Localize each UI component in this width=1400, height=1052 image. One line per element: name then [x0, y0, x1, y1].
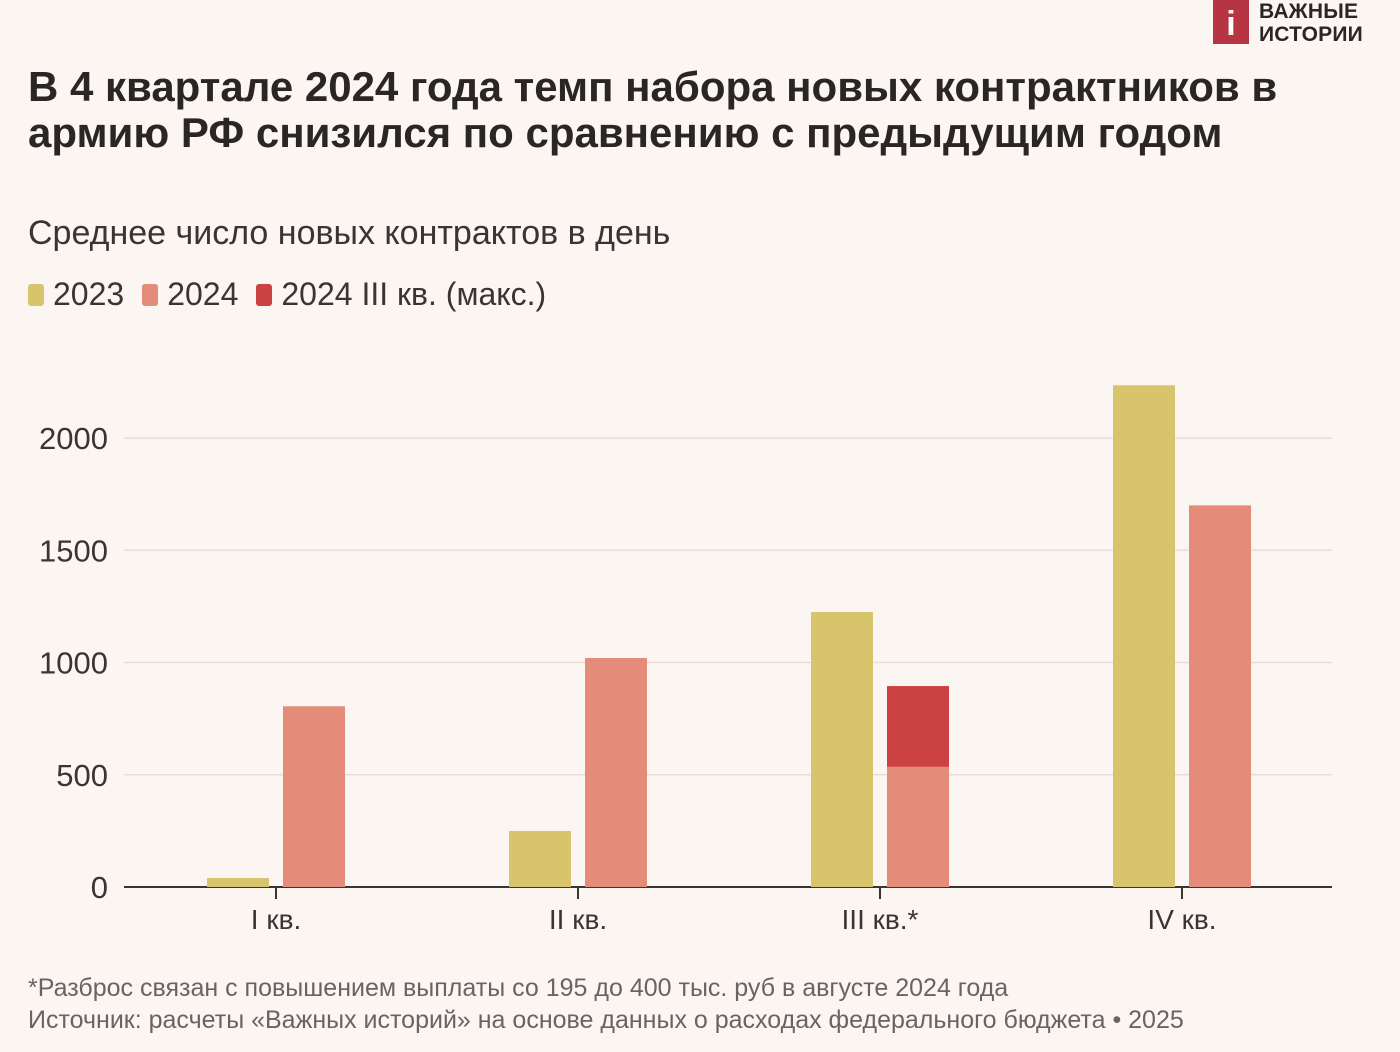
bar-2024-q1	[283, 706, 345, 887]
chart-subtitle: Среднее число новых контрактов в день	[28, 214, 671, 252]
logo-text-line2: ИСТОРИИ	[1259, 23, 1363, 46]
bar-2023-q4	[1113, 385, 1175, 887]
legend-swatch-2024-max	[256, 283, 273, 306]
bar-2024-max-q3	[887, 686, 949, 767]
footnote-source: Источник: расчеты «Важных историй» на ос…	[28, 1006, 1184, 1034]
footnote-note: *Разброс связан с повышением выплаты со …	[28, 974, 1009, 1002]
logo-text: ВАЖНЫЕ ИСТОРИИ	[1259, 0, 1363, 46]
legend-item-2023: 2023	[28, 276, 124, 313]
x-tick-label-2: II кв.	[549, 904, 607, 935]
y-tick-label-1500: 1500	[39, 533, 108, 568]
x-tick-label-4: IV кв.	[1147, 904, 1216, 935]
x-tick-label-3: III кв.*	[842, 904, 919, 935]
y-tick-label-2000: 2000	[39, 421, 108, 456]
bar-2024-q4	[1189, 505, 1251, 887]
bar-2023-q1	[207, 878, 269, 887]
chart-title: В 4 квартале 2024 года темп набора новых…	[28, 63, 1278, 156]
legend: 2023 2024 2024 III кв. (макс.)	[28, 276, 564, 313]
bar-2024-q2	[585, 658, 647, 887]
legend-swatch-2024	[142, 283, 159, 306]
legend-label-2024-max: 2024 III кв. (макс.)	[281, 276, 547, 312]
brand-logo: i ВАЖНЫЕ ИСТОРИИ	[1213, 0, 1393, 48]
legend-item-2024: 2024	[142, 276, 238, 313]
bar-2023-q2	[509, 830, 571, 887]
y-tick-label-1000: 1000	[39, 646, 108, 681]
bar-2024-q3	[887, 766, 949, 887]
logo-text-line1: ВАЖНЫЕ	[1259, 0, 1359, 23]
bar-2023-q3	[811, 611, 873, 887]
footnote: *Разброс связан с повышением выплаты со …	[28, 972, 1184, 1036]
x-tick-label-1: I кв.	[251, 904, 301, 935]
legend-label-2023: 2023	[53, 276, 125, 312]
y-tick-label-500: 500	[56, 758, 108, 793]
legend-swatch-2023	[28, 283, 44, 306]
y-tick-label-0: 0	[91, 870, 108, 905]
logo-mark: i	[1213, 0, 1249, 44]
legend-label-2024: 2024	[167, 276, 239, 312]
legend-item-2024-max: 2024 III кв. (макс.)	[256, 276, 546, 313]
